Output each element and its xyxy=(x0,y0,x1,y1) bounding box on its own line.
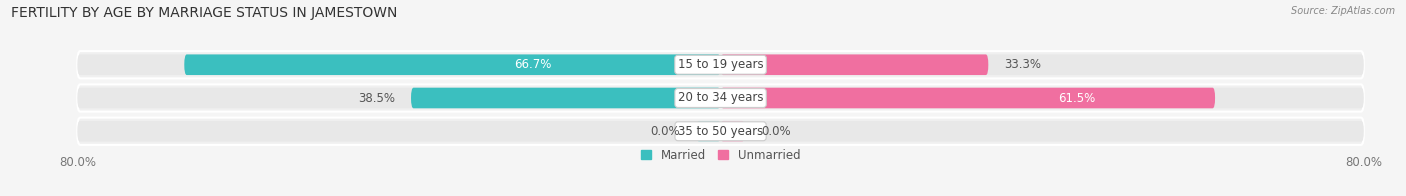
Text: 38.5%: 38.5% xyxy=(359,92,395,104)
FancyBboxPatch shape xyxy=(77,84,1364,112)
Text: 15 to 19 years: 15 to 19 years xyxy=(678,58,763,71)
FancyBboxPatch shape xyxy=(721,88,1215,108)
Text: 66.7%: 66.7% xyxy=(515,58,551,71)
FancyBboxPatch shape xyxy=(721,88,1364,108)
FancyBboxPatch shape xyxy=(77,121,721,142)
FancyBboxPatch shape xyxy=(696,121,721,142)
Text: 0.0%: 0.0% xyxy=(651,125,681,138)
FancyBboxPatch shape xyxy=(77,54,721,75)
Text: Source: ZipAtlas.com: Source: ZipAtlas.com xyxy=(1291,6,1395,16)
Text: 0.0%: 0.0% xyxy=(761,125,790,138)
Legend: Married, Unmarried: Married, Unmarried xyxy=(636,144,806,167)
FancyBboxPatch shape xyxy=(77,88,721,108)
FancyBboxPatch shape xyxy=(721,121,745,142)
FancyBboxPatch shape xyxy=(411,88,721,108)
FancyBboxPatch shape xyxy=(721,54,1364,75)
FancyBboxPatch shape xyxy=(721,54,988,75)
Text: FERTILITY BY AGE BY MARRIAGE STATUS IN JAMESTOWN: FERTILITY BY AGE BY MARRIAGE STATUS IN J… xyxy=(11,6,398,20)
Text: 35 to 50 years: 35 to 50 years xyxy=(678,125,763,138)
Text: 20 to 34 years: 20 to 34 years xyxy=(678,92,763,104)
FancyBboxPatch shape xyxy=(184,54,721,75)
FancyBboxPatch shape xyxy=(77,118,1364,145)
Text: 33.3%: 33.3% xyxy=(1004,58,1042,71)
FancyBboxPatch shape xyxy=(77,51,1364,78)
Text: 61.5%: 61.5% xyxy=(1057,92,1095,104)
FancyBboxPatch shape xyxy=(721,121,1364,142)
